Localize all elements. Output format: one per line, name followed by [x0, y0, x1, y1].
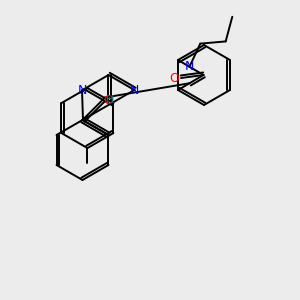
Text: N: N — [78, 83, 87, 97]
Text: N: N — [185, 60, 194, 73]
Text: N: N — [130, 83, 139, 97]
Text: O: O — [169, 71, 179, 85]
Text: O: O — [103, 94, 113, 107]
Text: H: H — [106, 95, 115, 105]
